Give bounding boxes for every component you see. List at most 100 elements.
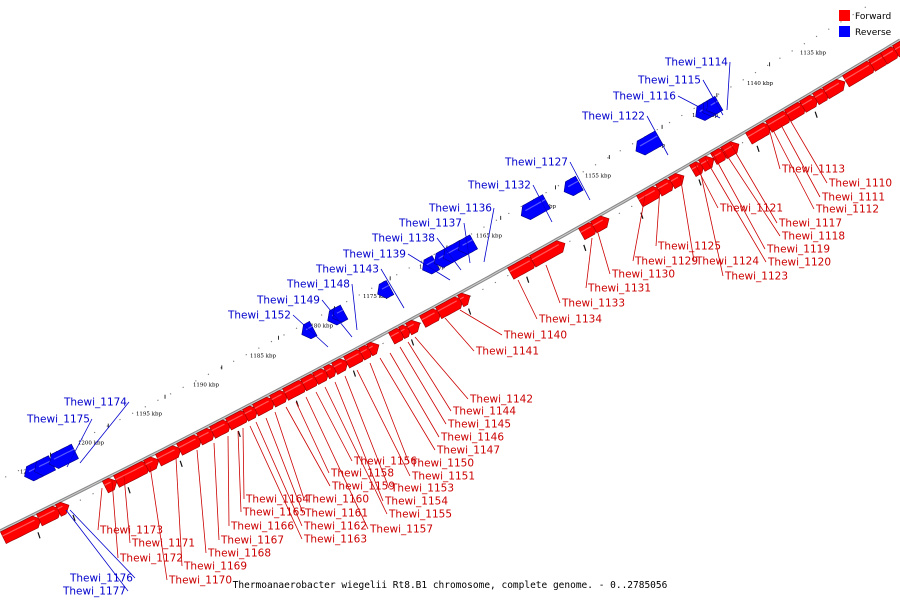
forward-gene-arrow[interactable] xyxy=(636,186,662,208)
gene-label[interactable]: Thewi_1110 xyxy=(828,178,892,190)
gene-label[interactable]: Thewi_1164 xyxy=(245,494,309,506)
reverse-gene-arrow[interactable] xyxy=(49,443,79,469)
label-leader xyxy=(369,362,410,464)
reverse-gene-arrow[interactable] xyxy=(563,175,584,197)
gene-label[interactable]: Thewi_1122 xyxy=(581,111,645,123)
gene-label[interactable]: Thewi_1172 xyxy=(119,553,183,565)
label-leader xyxy=(436,237,462,271)
forward-gene-arrow[interactable] xyxy=(155,445,182,467)
gene-label[interactable]: Thewi_1133 xyxy=(561,298,625,310)
gene-label[interactable]: Thewi_1149 xyxy=(256,295,320,307)
forward-gene-arrow[interactable] xyxy=(529,240,566,268)
forward-gene-arrow[interactable] xyxy=(176,434,203,456)
forward-gene-arrow[interactable] xyxy=(822,78,846,100)
forward-gene-arrow[interactable] xyxy=(366,341,380,357)
gene-label[interactable]: Thewi_1160 xyxy=(305,494,369,506)
forward-gene-arrow[interactable] xyxy=(578,222,598,241)
gene-label[interactable]: Thewi_1171 xyxy=(131,538,195,550)
gene-label[interactable]: Thewi_1152 xyxy=(227,310,291,322)
gene-label[interactable]: Thewi_1166 xyxy=(230,521,294,533)
gene-label[interactable]: Thewi_1136 xyxy=(428,203,492,215)
gene-label[interactable]: Thewi_1170 xyxy=(168,575,232,587)
gene-label[interactable]: Thewi_1174 xyxy=(63,397,127,409)
gene-label[interactable]: Thewi_1124 xyxy=(695,256,759,268)
gene-label[interactable]: Thewi_1177 xyxy=(62,586,126,598)
gene-label[interactable]: Thewi_1116 xyxy=(612,91,676,103)
gene-label[interactable]: Thewi_1156 xyxy=(353,456,417,468)
gene-label[interactable]: Thewi_1137 xyxy=(398,218,462,230)
gene-label[interactable]: Thewi_1169 xyxy=(183,561,247,573)
reverse-gene-arrow[interactable] xyxy=(458,234,479,255)
gene-label[interactable]: Thewi_1119 xyxy=(766,244,830,256)
reverse-gene-arrow[interactable] xyxy=(706,95,724,115)
gene-label[interactable]: Thewi_1113 xyxy=(781,164,845,176)
gene-label[interactable]: Thewi_1111 xyxy=(821,192,885,204)
gene-label[interactable]: Thewi_1117 xyxy=(778,218,842,230)
gene-label[interactable]: Thewi_1151 xyxy=(411,471,475,483)
gene-label[interactable]: Thewi_1127 xyxy=(504,157,568,169)
forward-gene-arrow[interactable] xyxy=(784,102,807,122)
label-leader xyxy=(646,115,669,156)
forward-gene-arrow[interactable] xyxy=(331,358,349,375)
gene-label[interactable]: Thewi_1131 xyxy=(587,283,651,295)
gene-label[interactable]: Thewi_1144 xyxy=(452,406,516,418)
forward-gene-arrow[interactable] xyxy=(435,296,464,320)
gene-label[interactable]: Thewi_1163 xyxy=(303,534,367,546)
gene-label[interactable]: Thewi_1148 xyxy=(286,279,350,291)
gene-label[interactable]: Thewi_1159 xyxy=(331,481,395,493)
forward-gene-arrow[interactable] xyxy=(312,368,330,385)
gene-label[interactable]: Thewi_1155 xyxy=(388,509,452,521)
gene-label[interactable]: Thewi_1175 xyxy=(26,414,90,426)
gene-label[interactable]: Thewi_1114 xyxy=(664,57,728,69)
gene-label[interactable]: Thewi_1142 xyxy=(469,394,533,406)
gene-label[interactable]: Thewi_1140 xyxy=(503,330,567,342)
gene-label[interactable]: Thewi_1121 xyxy=(719,203,783,215)
forward-gene-arrow[interactable] xyxy=(405,319,421,336)
gene-label[interactable]: Thewi_1130 xyxy=(611,269,675,281)
gene-label[interactable]: Thewi_1173 xyxy=(99,525,163,537)
gene-label[interactable]: Thewi_1168 xyxy=(207,548,271,560)
gene-label[interactable]: Thewi_1120 xyxy=(767,257,831,269)
gene-label[interactable]: Thewi_1153 xyxy=(390,483,454,495)
gene-label[interactable]: Thewi_1139 xyxy=(342,249,406,261)
gene-label[interactable]: Thewi_1129 xyxy=(634,256,698,268)
forward-gene-arrow[interactable] xyxy=(0,515,42,545)
gene-label[interactable]: Thewi_1146 xyxy=(440,432,504,444)
forward-gene-arrow[interactable] xyxy=(101,477,118,494)
forward-gene-arrow[interactable] xyxy=(419,308,442,328)
forward-gene-arrow[interactable] xyxy=(457,292,471,308)
gene-label[interactable]: Thewi_1125 xyxy=(657,241,721,253)
gene-label[interactable]: Thewi_1118 xyxy=(781,231,845,243)
gene-label[interactable]: Thewi_1115 xyxy=(637,75,701,87)
gene-label[interactable]: Thewi_1157 xyxy=(369,524,433,536)
gene-label[interactable]: Thewi_1147 xyxy=(436,445,500,457)
gene-label[interactable]: Thewi_1161 xyxy=(304,508,368,520)
gene-label[interactable]: Thewi_1154 xyxy=(384,496,448,508)
forward-gene-arrow[interactable] xyxy=(54,501,70,517)
reverse-gene-arrow[interactable] xyxy=(377,280,395,299)
reverse-gene-arrow[interactable] xyxy=(520,194,551,221)
gene-label[interactable]: Thewi_1145 xyxy=(447,419,511,431)
gene-label[interactable]: Thewi_1162 xyxy=(303,521,367,533)
forward-gene-arrow[interactable] xyxy=(745,122,772,145)
gene-label[interactable]: Thewi_1167 xyxy=(220,535,284,547)
forward-gene-arrow[interactable] xyxy=(323,364,338,380)
forward-gene-arrow[interactable] xyxy=(892,40,900,58)
gene-label[interactable]: Thewi_1150 xyxy=(410,458,474,470)
gene-label[interactable]: Thewi_1165 xyxy=(242,507,306,519)
gene-label[interactable]: Thewi_1132 xyxy=(467,180,531,192)
kbp-tick-label: 1185 kbp xyxy=(250,353,277,359)
reverse-gene-arrow[interactable] xyxy=(635,130,664,156)
gene-label[interactable]: Thewi_1112 xyxy=(815,204,879,216)
gene-label[interactable]: Thewi_1123 xyxy=(724,271,788,283)
forward-gene-arrow[interactable] xyxy=(300,373,320,392)
forward-gene-arrow[interactable] xyxy=(720,141,740,160)
forward-gene-arrow[interactable] xyxy=(590,215,610,234)
gene-label[interactable]: Thewi_1134 xyxy=(538,314,602,326)
gene-label[interactable]: Thewi_1158 xyxy=(330,468,394,480)
gene-label[interactable]: Thewi_1141 xyxy=(475,346,539,358)
gene-label[interactable]: Thewi_1143 xyxy=(315,264,379,276)
forward-gene-arrow[interactable] xyxy=(799,94,819,113)
gene-label[interactable]: Thewi_1138 xyxy=(371,233,435,245)
gene-label[interactable]: Thewi_1176 xyxy=(69,573,133,585)
